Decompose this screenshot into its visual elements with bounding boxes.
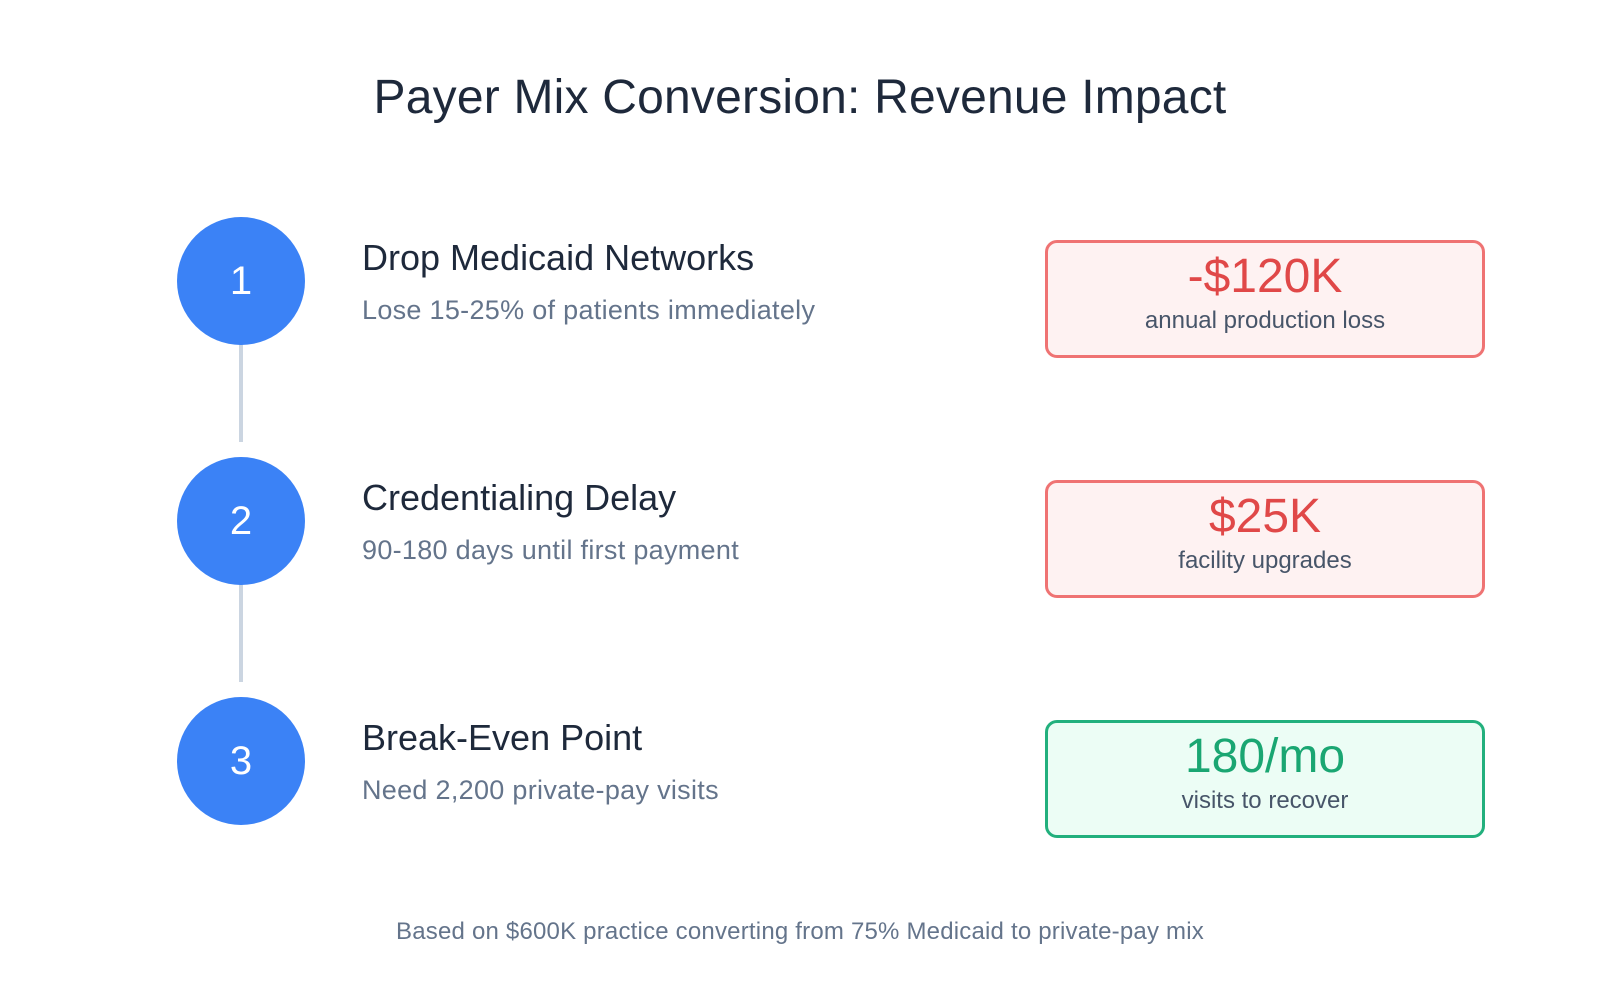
step-number-circle: 2 — [177, 457, 305, 585]
metric-value: -$120K — [1187, 250, 1343, 303]
metric-box: 180/mo visits to recover — [1045, 720, 1485, 838]
step-connector-2-3 — [239, 582, 243, 682]
diagram-title: Payer Mix Conversion: Revenue Impact — [373, 71, 1227, 124]
metric-label: annual production loss — [1144, 307, 1386, 334]
metric-label: facility upgrades — [1178, 547, 1352, 574]
step-number-circle: 3 — [177, 697, 305, 825]
step-title: Break-Even Point — [362, 717, 643, 758]
metric-box: -$120K annual production loss — [1045, 240, 1485, 358]
step-subtitle: Need 2,200 private-pay visits — [362, 775, 719, 805]
step-subtitle: 90-180 days until first payment — [362, 535, 739, 565]
step-subtitle: Lose 15-25% of patients immediately — [362, 295, 816, 325]
metric-label: visits to recover — [1181, 787, 1349, 814]
footnote: Based on $600K practice converting from … — [396, 918, 1204, 945]
step-title: Credentialing Delay — [362, 477, 677, 518]
step-title: Drop Medicaid Networks — [362, 237, 755, 278]
step-connector-1-2 — [239, 342, 243, 442]
metric-value: 180/mo — [1184, 730, 1346, 783]
metric-value: $25K — [1208, 490, 1322, 543]
step-number-circle: 1 — [177, 217, 305, 345]
metric-box: $25K facility upgrades — [1045, 480, 1485, 598]
